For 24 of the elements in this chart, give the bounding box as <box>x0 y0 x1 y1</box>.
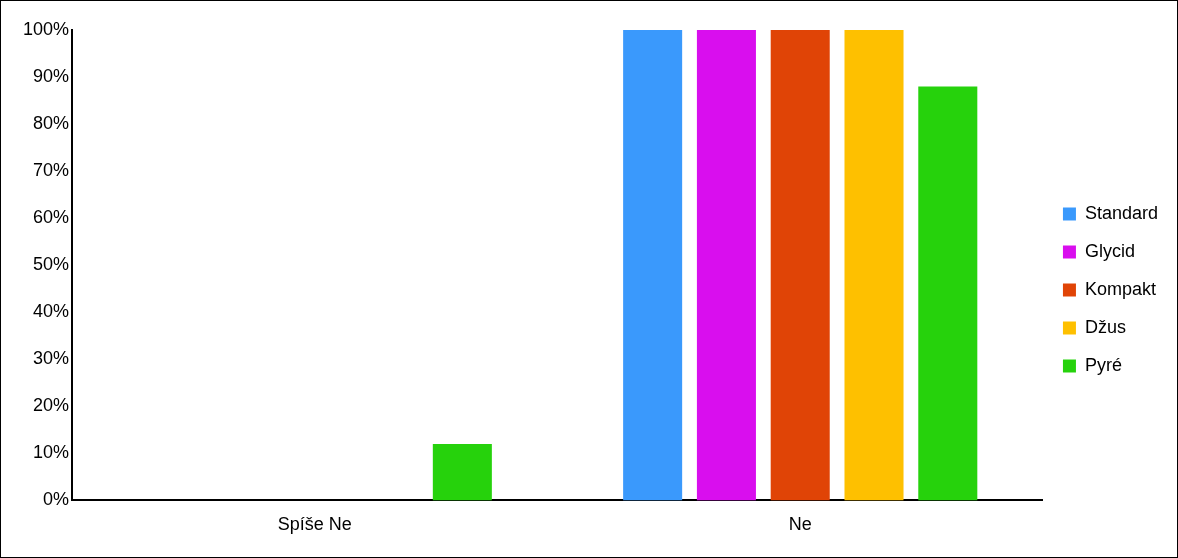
x-tick-label: Ne <box>788 514 812 535</box>
legend-label: Džus <box>1084 316 1126 337</box>
y-tick-label: 100% <box>22 18 70 39</box>
y-tick-label: 50% <box>33 254 70 275</box>
y-tick-label: 60% <box>33 207 70 228</box>
bar <box>623 30 683 501</box>
bar <box>918 86 978 501</box>
bar <box>696 30 756 501</box>
legend-label: Kompakt <box>1084 278 1156 299</box>
y-tick-label: 90% <box>33 66 70 87</box>
y-tick-label: 0% <box>43 489 70 510</box>
legend-label: Pyré <box>1084 354 1122 375</box>
x-tick-label: Spíše Ne <box>277 514 352 535</box>
y-tick-label: 30% <box>33 348 70 369</box>
bar <box>844 30 904 501</box>
y-tick-label: 40% <box>33 301 70 322</box>
legend-label: Glycid <box>1084 240 1135 261</box>
y-tick-label: 80% <box>33 113 70 134</box>
y-tick-label: 70% <box>33 160 70 181</box>
legend-label: Standard <box>1084 202 1159 223</box>
y-tick-label: 20% <box>33 395 70 416</box>
y-tick-label: 10% <box>33 442 70 463</box>
bar <box>432 443 492 501</box>
bar <box>770 30 830 501</box>
